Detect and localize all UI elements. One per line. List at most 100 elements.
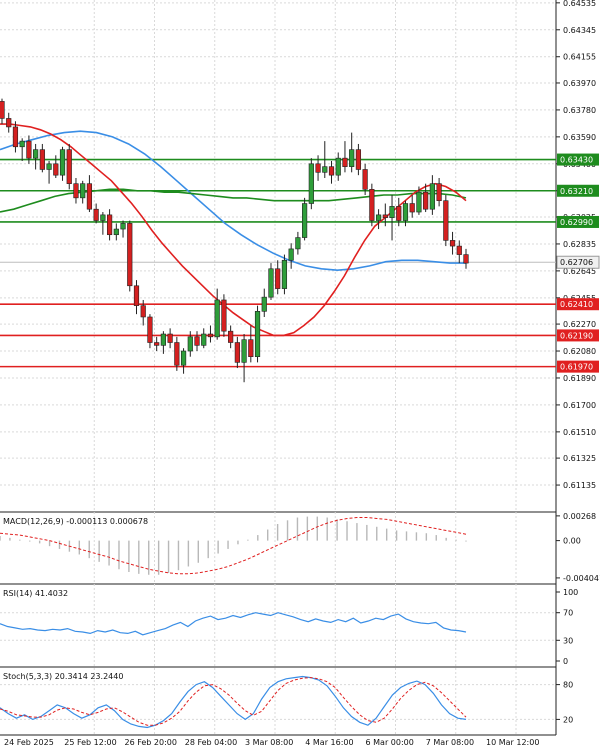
price-tick-label: 0.63590 <box>563 133 596 142</box>
candle-up <box>214 299 220 338</box>
time-tick-label: 25 Feb 12:00 <box>64 738 116 747</box>
candle-down <box>140 305 146 318</box>
level-label-bg <box>557 298 599 311</box>
candle-down <box>133 285 140 306</box>
candle-down <box>12 126 19 148</box>
time-axis: 24 Feb 2025 25 Feb 12:00 26 Feb 20:00 28 Fe… <box>4 738 539 747</box>
level-label: 0.63430 <box>560 156 593 165</box>
candle-down <box>93 208 99 221</box>
candle-up <box>241 339 247 363</box>
rsi-tick-label: 0 <box>563 657 568 666</box>
candle-down <box>234 342 240 363</box>
candle-down <box>194 336 200 346</box>
time-tick-label: 26 Feb 20:00 <box>125 738 177 747</box>
candle-down <box>26 140 32 159</box>
candle-up <box>288 248 294 261</box>
candle-up <box>254 311 261 357</box>
price-tick-label: 0.64345 <box>563 26 596 35</box>
stoch-label: Stoch(5,3,3) 20.3414 23.2440 <box>3 672 123 681</box>
candle-down <box>315 163 321 173</box>
candle-down <box>147 316 153 343</box>
candle-down <box>443 200 449 241</box>
candle-down <box>6 118 12 128</box>
candle-up <box>59 149 66 176</box>
candle-down <box>53 163 59 176</box>
level-label-bg <box>557 329 599 342</box>
candle-down <box>355 149 362 170</box>
candle-down <box>39 149 45 170</box>
candle-down <box>369 189 375 221</box>
current-price-bg <box>556 255 600 269</box>
macd-tick-label: -0.004041 <box>563 574 600 583</box>
rsi-tick-label: 30 <box>563 636 573 645</box>
candle-up <box>160 333 166 346</box>
candle-down <box>275 268 281 289</box>
level-label: 0.63210 <box>560 187 593 196</box>
level-label: 0.61970 <box>560 363 593 372</box>
candle-up <box>295 237 301 250</box>
level-label-bg <box>557 184 599 197</box>
price-tick-label: 0.62080 <box>563 347 596 356</box>
candle-down <box>127 223 133 287</box>
candle-up <box>402 203 409 221</box>
rsi-line <box>0 612 467 636</box>
candle-down <box>328 166 335 176</box>
price-tick-label: 0.61325 <box>563 454 596 463</box>
rsi-panel: RSI(14) 41.4032 100 70 30 0 <box>0 588 578 666</box>
candle-down <box>106 214 113 236</box>
price-tick-label: 0.62835 <box>563 240 596 249</box>
price-tick-label: 0.61890 <box>563 374 596 383</box>
time-tick-label: 7 Mar 08:00 <box>426 738 474 747</box>
candle-down <box>248 339 254 357</box>
candle-down <box>409 203 415 213</box>
candle-up <box>33 149 39 159</box>
grid <box>0 0 557 736</box>
price-tick-label: 0.63970 <box>563 79 596 88</box>
level-label-bg <box>557 360 599 373</box>
stoch-panel: Stoch(5,3,3) 20.3414 23.2440 80 20 <box>0 672 573 729</box>
price-tick-label: 0.62270 <box>563 320 596 329</box>
candle-up <box>281 259 288 289</box>
candle-down <box>73 183 79 199</box>
candle-up <box>261 296 267 312</box>
macd-tick-label: 0.00 <box>563 537 581 546</box>
time-tick-label: 6 Mar 00:00 <box>366 738 414 747</box>
candle-down <box>167 333 173 343</box>
level-label: 0.62410 <box>560 300 593 309</box>
candle-up <box>120 223 126 230</box>
stoch-tick-label: 80 <box>563 681 573 690</box>
price-tick-label: 0.64155 <box>563 53 596 62</box>
level-label-bg <box>557 215 599 228</box>
ma-red-line <box>0 123 467 337</box>
candle-down <box>396 206 402 221</box>
rsi-tick-label: 100 <box>563 588 578 597</box>
time-tick-label: 3 Mar 08:00 <box>245 738 293 747</box>
candles <box>0 98 469 383</box>
price-tick-label: 0.64535 <box>563 0 596 8</box>
stoch-tick-label: 20 <box>563 715 573 724</box>
candle-down <box>221 299 227 332</box>
candle-down <box>154 342 160 346</box>
candle-up <box>416 191 422 213</box>
candle-down <box>66 149 72 184</box>
candle-up <box>19 140 25 148</box>
candle-up <box>180 350 187 366</box>
time-tick-label: 4 Mar 16:00 <box>305 738 353 747</box>
candle-up <box>302 203 308 238</box>
price-tick-label: 0.63780 <box>563 106 596 115</box>
candle-down <box>382 214 388 219</box>
candle-up <box>335 157 341 176</box>
price-tick-label: 0.61135 <box>563 481 596 490</box>
candle-up <box>322 166 328 173</box>
candle-down <box>423 191 429 210</box>
candle-down <box>342 157 348 167</box>
macd-label: MACD(12,26,9) -0.000113 0.000678 <box>3 517 148 526</box>
candle-up <box>187 336 193 352</box>
candle-down <box>456 245 462 255</box>
candle-down <box>449 240 456 247</box>
stoch-d-line <box>0 677 467 726</box>
candle-down <box>207 333 214 338</box>
candle-up <box>268 268 274 298</box>
